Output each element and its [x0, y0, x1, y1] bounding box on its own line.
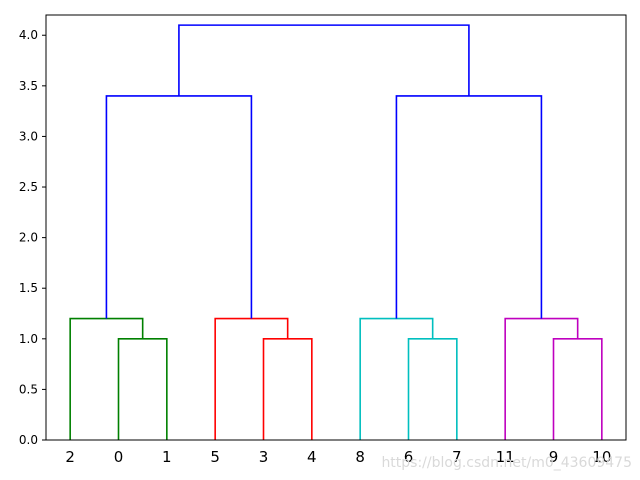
dendrogram-link-c7 [552, 338, 603, 440]
dendrogram-link-c8 [504, 317, 579, 440]
leaf-label: 5 [210, 448, 220, 466]
y-tick-label: 2.5 [19, 180, 38, 194]
y-tick-label: 4.0 [19, 28, 38, 42]
leaf-label: 1 [162, 448, 172, 466]
leaf-label: 0 [114, 448, 124, 466]
leaf-label: 4 [307, 448, 317, 466]
y-tick-label: 2.0 [19, 231, 38, 245]
leaf-label: 10 [592, 448, 611, 466]
y-tick-label: 0.5 [19, 382, 38, 396]
leaf-label: 9 [549, 448, 559, 466]
plot-area-frame [45, 14, 627, 441]
x-axis: 2 0 1 5 3 4 8 6 7 11 9 10 [65, 448, 611, 466]
dendrogram-link-c3 [262, 338, 313, 440]
dendrogram-links [69, 24, 603, 440]
dendrogram-link-c9 [105, 95, 253, 319]
leaf-label: 11 [496, 448, 515, 466]
y-axis: 0.0 0.5 1.0 1.5 2.0 2.5 3.0 3.5 4.0 [19, 28, 46, 447]
dendrogram-link-c1 [117, 338, 168, 440]
leaf-label: 7 [452, 448, 462, 466]
leaf-label: 3 [259, 448, 269, 466]
y-tick-label: 0.0 [19, 433, 38, 447]
dendrogram-link-c4 [214, 317, 289, 440]
dendrogram-link-c6 [359, 317, 434, 440]
y-tick-label: 3.0 [19, 129, 38, 143]
dendrogram-link-c10 [395, 95, 543, 319]
y-tick-label: 1.0 [19, 332, 38, 346]
y-tick-label: 3.5 [19, 79, 38, 93]
dendrogram-link-c2 [69, 317, 144, 440]
y-tick-label: 1.5 [19, 281, 38, 295]
leaf-label: 2 [65, 448, 75, 466]
dendrogram-link-c5 [407, 338, 458, 440]
leaf-label: 8 [355, 448, 365, 466]
watermark-text: https://blog.csdn.net/m0_43609475 [381, 455, 632, 471]
leaf-label: 6 [404, 448, 414, 466]
dendrogram-link-c11 [178, 24, 470, 96]
